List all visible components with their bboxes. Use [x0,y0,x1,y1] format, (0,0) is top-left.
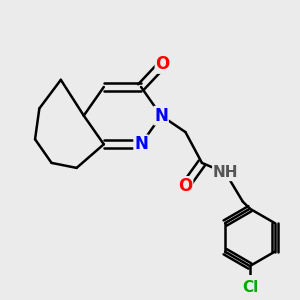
Text: Cl: Cl [242,280,258,295]
Text: O: O [178,177,193,195]
Text: N: N [134,135,148,153]
Text: O: O [155,55,170,73]
Text: N: N [154,106,168,124]
Text: NH: NH [213,165,238,180]
